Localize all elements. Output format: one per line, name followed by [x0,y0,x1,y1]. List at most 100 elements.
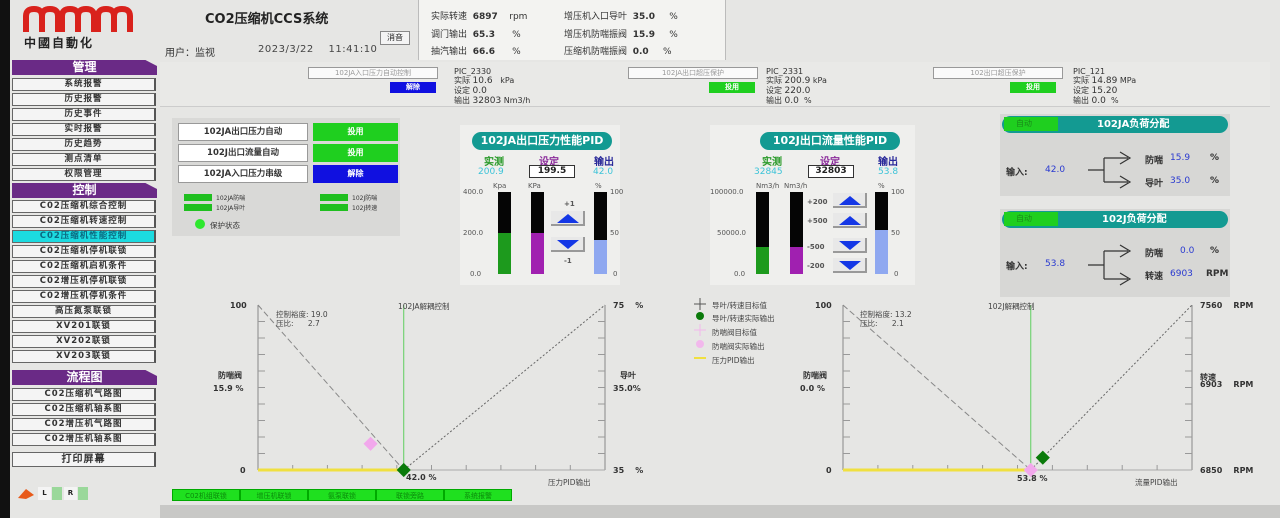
info-valve: 调门输出 65.3 % [431,30,521,40]
scale-tick: 50 [891,229,900,237]
sp-label: 设定 [539,157,559,168]
sidebar-item[interactable]: 历史趋势 [12,138,156,151]
sidebar-item[interactable]: 历史报警 [12,93,156,106]
chart2-igv-curve [1030,304,1193,471]
decrease-button[interactable] [551,237,585,252]
decrease-200-button[interactable] [833,258,867,273]
sidebar-item[interactable]: C02增压机停机条件 [12,290,156,303]
sidebar-item[interactable]: C02压缩机启机条件 [12,260,156,273]
chart1-aav-value: 15.9 % [213,384,244,393]
app-title: CO2压缩机CCS系统 [205,12,329,27]
mode-button[interactable]: 解除 [313,165,398,183]
sidebar-item[interactable]: C02压缩机气路图 [12,388,156,401]
out-bar [875,192,888,274]
chart1-aav-label: 防喘阀 [218,371,242,380]
chart1-title: 102JA解耦控制 [398,302,450,311]
mode-button[interactable]: 投用 [313,123,398,141]
pic-121-label[interactable]: 102出口超压保护 [933,67,1063,79]
unit: Nm3/h [784,182,808,190]
print-screen-button[interactable]: 打印屏幕 [12,452,156,467]
left-button[interactable]: L [38,487,51,500]
pic-2331-button[interactable]: 投用 [709,82,755,93]
sidebar-item[interactable]: 权限管理 [12,168,156,181]
chart2-ratio: 压比: 2.1 [860,319,904,328]
pic-121: PIC_121 实际 14.89 MPa 设定 15.20 输出 0.0 % [1073,67,1137,106]
led-label: 102J防喘 [352,195,378,202]
sidebar-item[interactable]: C02增压机轴系图 [12,433,156,446]
sidebar-item[interactable]: 历史事件 [12,108,156,121]
sidebar-item[interactable]: C02增压机气路图 [12,418,156,431]
scale-tick: 0.0 [470,270,482,278]
control-panel: 102JA出口压力自动 投用 102J出口流量自动 投用 102JA入口压力串级… [172,118,400,236]
chart2-y-bot: 0 [826,466,832,475]
sidebar-item[interactable]: 高压氮泵联锁 [12,305,156,318]
mode-button[interactable]: 投用 [313,144,398,162]
increase-500-button[interactable] [833,213,867,228]
sidebar-item[interactable]: C02压缩机综合控制 [12,200,156,213]
gear-logo-icon [16,487,36,500]
pic-strip: 102JA入口压力自动控制 解除 PIC_2330 实际 10.6 kPa 设定 0… [160,62,1270,107]
increase-button[interactable] [551,211,585,226]
chart2-aav-label: 防喘阀 [803,371,827,380]
pic-2330-button[interactable]: 解除 [390,82,436,93]
unit: % [1210,246,1220,256]
interlock-bypass-button[interactable]: 联锁旁路 [376,489,444,501]
protect-label: 保护状态 [210,221,240,230]
pic-2330: PIC_2330 实际 10.6 kPa 设定 0.0 输出 32803 Nm3/h [454,67,531,106]
chart2-igv-marker [1035,450,1050,465]
legend-pink-dot-icon [696,340,704,348]
chart1-igv-value: 35.0% [613,384,641,393]
sidebar-item[interactable]: C02压缩机轴系图 [12,403,156,416]
increase-200-button[interactable] [833,193,867,208]
sidebar-item[interactable]: XV201联锁 [12,320,156,333]
led-label: 102JA导叶 [216,205,246,212]
auto-button[interactable]: 自动 [1004,212,1058,226]
sp-bar [790,192,803,274]
legend-green-dot-icon [696,312,704,320]
sidebar-item[interactable]: 系统报警 [12,78,156,91]
out-value: 53.8 [878,167,899,177]
auto-button[interactable]: 自动 [1004,117,1058,131]
pic-2330-label[interactable]: 102JA入口压力自动控制 [308,67,438,79]
igv-value: 35.0 [1170,176,1191,186]
pic-121-button[interactable]: 投用 [1010,82,1056,93]
step-label: -200 [807,262,825,270]
out-label: 输出 [878,157,898,168]
sidebar-item[interactable]: C02压缩机性能控制 [12,230,156,243]
unit-interlock-button[interactable]: C02机组联锁 [172,489,240,501]
setpoint-input[interactable]: 32803 [808,165,854,178]
scale-tick: 50 [610,229,619,237]
pic-2331-label[interactable]: 102JA出口超压保护 [628,67,758,79]
info-booster-aav: 增压机防喘振阀 15.9 % [564,30,678,40]
sidebar-item[interactable]: 测点清单 [12,153,156,166]
setpoint-input[interactable]: 199.5 [529,165,575,178]
aav-value: 0.0 [1180,246,1195,256]
ammonia-pump-interlock-button[interactable]: 氨泵联锁 [308,489,376,501]
sidebar-item[interactable]: C02压缩机停机联锁 [12,245,156,258]
sidebar-item[interactable]: C02压缩机转速控制 [12,215,156,228]
status-led [320,204,348,211]
sidebar-item[interactable]: 实时报警 [12,123,156,136]
pid-pressure-panel: 102JA出口压力性能PID 实测 设定 输出 200.9 199.5 42.0… [460,125,623,285]
system-alarm-button[interactable]: 系统报警 [444,489,512,501]
mute-button[interactable]: 消音 [380,31,410,45]
chart2-speed-label: 转速 [1200,373,1216,382]
sidebar-item[interactable]: XV203联锁 [12,350,156,363]
left-edge [0,0,10,518]
chart1-y-top: 100 [230,301,247,310]
pv-label: 实测 [484,157,504,168]
step-label: -500 [807,243,825,251]
igv-label: 导叶 [1145,179,1164,189]
right-button[interactable]: R [64,487,77,500]
pv-bar [498,192,511,274]
booster-interlock-button[interactable]: 增压机联锁 [240,489,308,501]
sidebar-item[interactable]: XV202联锁 [12,335,156,348]
sidebar-item[interactable]: C02增压机停机联锁 [12,275,156,288]
sp-bar [531,192,544,274]
chart2-speed-value: 6903 RPM [1200,380,1254,389]
decrease-500-button[interactable] [833,238,867,253]
load-title: 102J负荷分配 [1002,211,1228,228]
aav-label: 防喘 [1145,156,1164,166]
speed-label: 转速 [1145,272,1164,282]
pid-flow-panel: 102J出口流量性能PID 实测 设定 输出 32845 32803 53.8 … [710,125,915,285]
